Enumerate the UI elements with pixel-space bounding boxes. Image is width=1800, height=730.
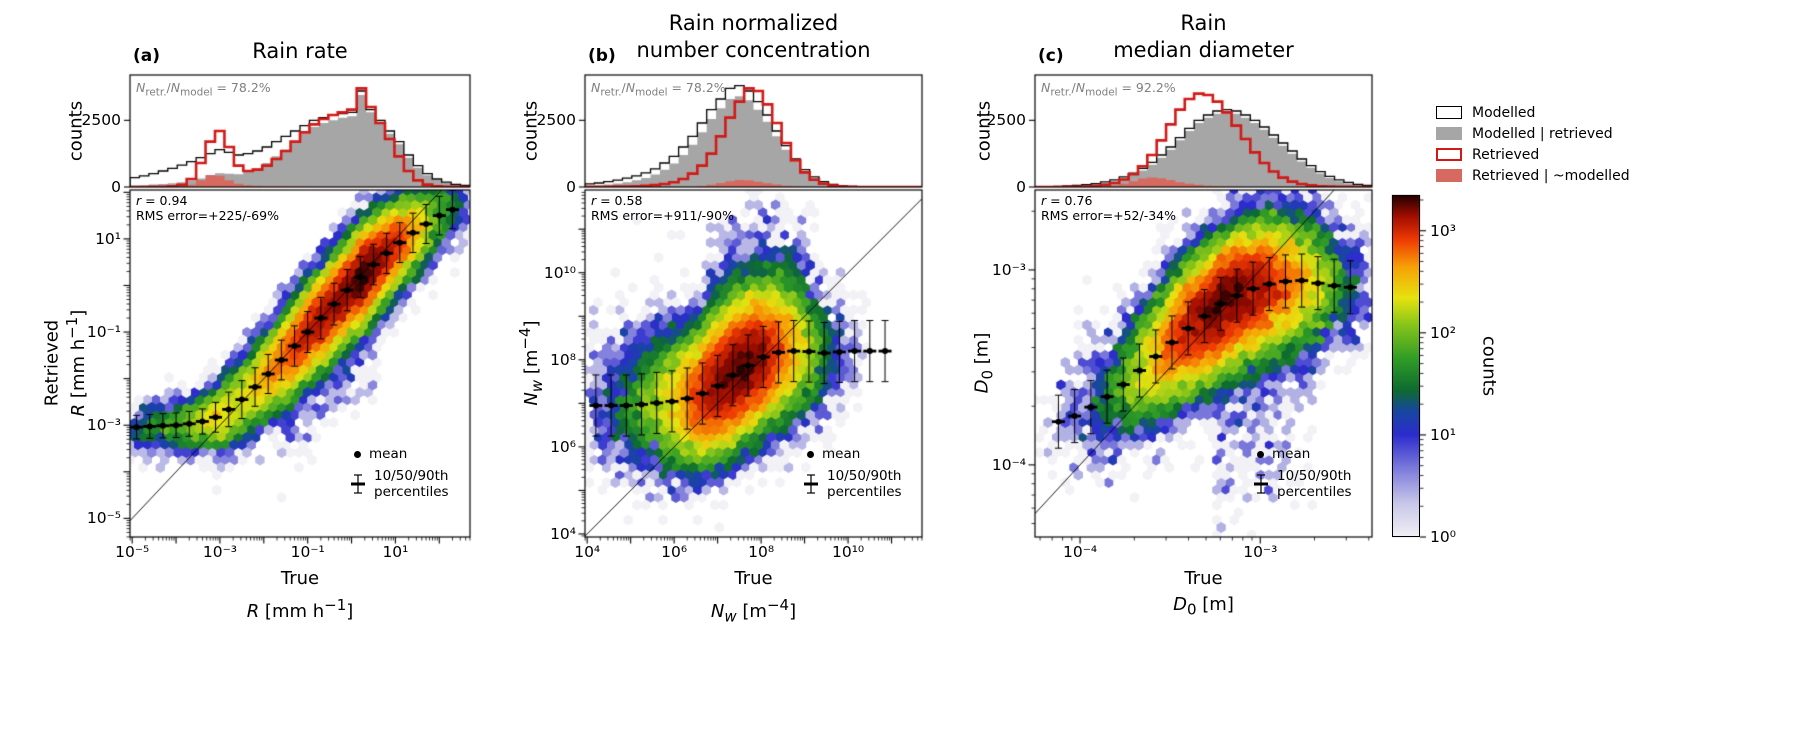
panel-b-inner-legend: mean 10/50/90th percentiles (803, 446, 902, 506)
ytick-label: 10⁴ (550, 524, 576, 543)
panel-b-xlabel-true: True (734, 568, 773, 589)
panel-c-title: Rain median diameter (1113, 11, 1294, 62)
legend-label: Modelled | retrieved (1472, 125, 1613, 142)
panel-a-rms-stat: RMS error=+225/-69% (136, 208, 279, 223)
mean-label: mean (1272, 446, 1311, 462)
panel-b-title: Rain normalized number concentration (636, 11, 871, 62)
hist-ytick-label: 0 (111, 178, 121, 196)
xtick-label: 10⁻³ (202, 543, 237, 561)
legend-item-retrieved: Retrieved (1436, 144, 1630, 165)
mean-label: mean (822, 446, 861, 462)
xtick-label: 10⁻¹ (290, 543, 325, 561)
legend-label: Retrieved | ~modelled (1472, 167, 1630, 184)
xtick-label: 10⁶ (661, 543, 688, 561)
panel-b-ylabel: Nw [m−4] (516, 320, 546, 406)
colorbar-tick-label: 10⁰ (1430, 528, 1456, 546)
xtick-label: 10⁻³ (1243, 543, 1278, 561)
xtick-label: 10¹ (382, 543, 409, 561)
ytick-label: 10⁸ (550, 350, 576, 369)
hist-ytick-label: 0 (1016, 178, 1026, 196)
panel-b-r-stat: r = 0.58 (591, 193, 643, 208)
panel-b-hist-ylabel: counts (520, 100, 542, 162)
ytick-label: 10¹ (95, 229, 121, 248)
hist-ytick-label: 0 (566, 178, 576, 196)
colorbar-tick-label: 10¹ (1430, 425, 1456, 444)
mean-marker-icon (807, 450, 814, 458)
legend-item-modelled-retrieved: Modelled | retrieved (1436, 123, 1630, 144)
hist-ytick-label: 2500 (536, 111, 576, 130)
legend-swatch-retrieved (1436, 148, 1462, 161)
panel-c-xlabel: True D0 [m] (1035, 566, 1372, 623)
panel-c-hist-ylabel: counts (973, 100, 995, 162)
mean-marker-icon (1257, 450, 1264, 458)
percentile-errorbar-icon (804, 474, 818, 494)
figure-legend: Modelled Modelled | retrieved Retrieved … (1436, 102, 1630, 186)
panel-c-xlabel-unit: D0 [m] (1173, 594, 1234, 619)
panel-a-ylabel-line1: Retrieved (41, 319, 63, 407)
xtick-label: 10⁻⁴ (1062, 543, 1098, 561)
mean-label: mean (369, 446, 408, 462)
legend-swatch-modelled-retrieved (1436, 127, 1462, 140)
panel-a-title: Rain rate (252, 39, 348, 63)
panel-b-xlabel-unit: Nw [m−4] (710, 596, 797, 626)
legend-label: Retrieved (1472, 146, 1540, 163)
panel-a-r-stat: r = 0.94 (136, 193, 188, 208)
percentiles-label: 10/50/90th percentiles (1277, 468, 1352, 500)
panel-a-letter: (a) (133, 46, 161, 66)
mean-marker-icon (354, 450, 361, 458)
xtick-label: 10⁻⁵ (115, 543, 150, 561)
panel-b-xlabel: True Nw [m−4] (585, 566, 922, 630)
ytick-label: 10⁻³ (86, 416, 121, 435)
legend-item-retrieved-not-modelled: Retrieved | ~modelled (1436, 165, 1630, 186)
panel-c-ratio-stat: Nretr./Nmodel = 92.2% (1041, 80, 1176, 99)
panel-a-ratio-stat: Nretr./Nmodel = 78.2% (136, 80, 271, 99)
panel-c-xlabel-true: True (1184, 568, 1223, 589)
legend-item-modelled: Modelled (1436, 102, 1630, 123)
panel-a-hist-ylabel: counts (65, 100, 87, 162)
colorbar-label: counts (1478, 335, 1500, 397)
panel-a-ylabel-line2: R [mm h−1] (63, 309, 89, 417)
panel-a-inner-legend: mean 10/50/90th percentiles (350, 446, 449, 506)
percentile-errorbar-icon (1254, 474, 1268, 494)
percentile-errorbar-icon (351, 474, 365, 494)
ytick-label: 10¹⁰ (543, 263, 576, 282)
xtick-label: 10⁸ (748, 543, 775, 561)
legend-label: Modelled (1472, 104, 1536, 121)
percentiles-label: 10/50/90th percentiles (374, 468, 449, 500)
hist-ytick-label: 2500 (986, 111, 1026, 130)
colorbar-tick-label: 10² (1430, 323, 1456, 342)
percentiles-label: 10/50/90th percentiles (827, 468, 902, 500)
panel-c-letter: (c) (1038, 46, 1064, 66)
xtick-label: 10¹⁰ (831, 543, 865, 561)
panel-b-rms-stat: RMS error=+911/-90% (591, 208, 734, 223)
colorbar-tick-label: 10³ (1430, 221, 1456, 240)
panel-a-xlabel: True R [mm h−1] (130, 566, 470, 625)
hist-ytick-label: 2500 (81, 111, 121, 130)
xtick-label: 10⁴ (574, 543, 601, 561)
ytick-label: 10⁻⁴ (991, 455, 1026, 474)
panel-c-inner-legend: mean 10/50/90th percentiles (1253, 446, 1352, 506)
panel-c-rms-stat: RMS error=+52/-34% (1041, 208, 1176, 223)
panel-c-ylabel: D0 [m] (971, 332, 997, 394)
panel-b-ratio-stat: Nretr./Nmodel = 78.2% (591, 80, 726, 99)
ytick-label: 10⁻³ (991, 260, 1026, 279)
panel-a-xlabel-true: True (280, 568, 320, 589)
panel-b-letter: (b) (588, 46, 616, 66)
panel-a-xlabel-unit: R [mm h−1] (246, 596, 354, 622)
ytick-label: 10⁶ (550, 437, 576, 456)
panel-c-r-stat: r = 0.76 (1041, 193, 1093, 208)
ytick-label: 10⁻¹ (86, 323, 121, 342)
ytick-label: 10⁻⁵ (86, 509, 121, 528)
legend-swatch-modelled (1436, 106, 1462, 119)
legend-swatch-retrieved-not-modelled (1436, 169, 1462, 182)
